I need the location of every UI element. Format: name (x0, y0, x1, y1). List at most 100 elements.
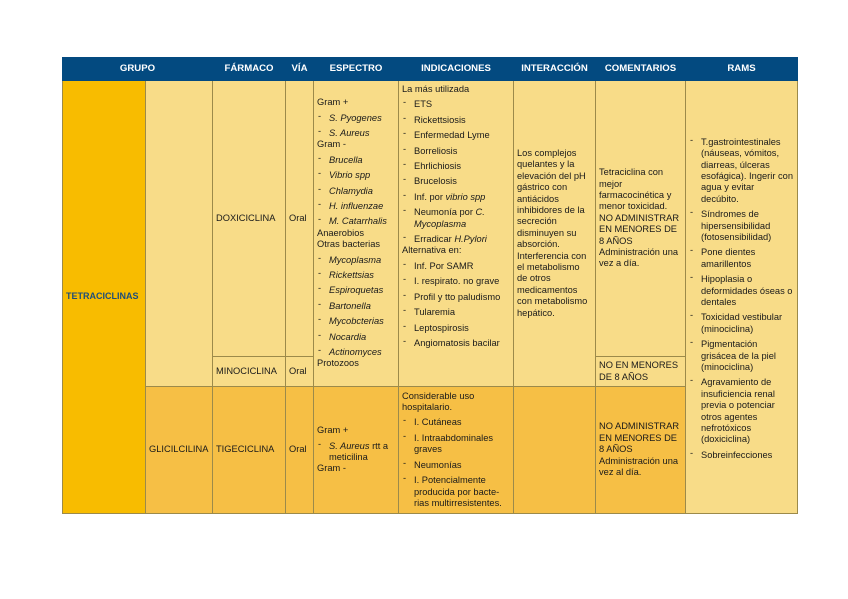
header-comentarios: COMENTARIOS (595, 57, 686, 81)
list-item: Brucelosis (402, 174, 510, 187)
italic-term: S. Pyogenes (329, 112, 382, 123)
comment-line: Administración una vez al día. (599, 455, 679, 478)
list-item: S. Aureus rtt a meticilina (317, 439, 395, 464)
cell-text-line: Protozoos (317, 358, 359, 369)
item-text: I. Potencialmente producida por bacte-ri… (414, 475, 502, 508)
item-text: T.gastrointestinales (náuseas, vómitos, … (701, 136, 793, 204)
cell-text-line: Gram + (317, 425, 349, 436)
item-text: Sobreinfecciones (701, 449, 773, 460)
item-text: I. Cutáneas (414, 417, 462, 428)
list-item: Síndromes de hipersensibilidad (fotosens… (689, 207, 794, 243)
header-indicaciones: INDICACIONES (398, 57, 514, 81)
item-text: Neumonía por (414, 207, 476, 218)
list-item: Bartonella (317, 299, 395, 312)
list-item: Inf. por vibrio spp (402, 190, 510, 203)
list-item: S. Pyogenes (317, 110, 395, 124)
farmaco-cell: DOXICICLINA (212, 80, 286, 357)
italic-term: Brucella (329, 154, 363, 165)
cell-text-line: Otras bacterias (317, 239, 381, 250)
list-item: Leptospirosis (402, 320, 510, 334)
italic-term: C. Mycoplasma (414, 207, 485, 229)
rams-cell: T.gastrointestinales (náuseas, vómitos, … (685, 80, 798, 514)
via-cell: Oral (285, 356, 314, 387)
cell-text-line: La más utilizada (402, 84, 470, 94)
list-item: I. Intraabdominales graves (402, 431, 510, 456)
bullet-list: Mycoplasma Rickettsias Espiroquetas Bartone… (317, 253, 395, 359)
bullet-list: S. Aureus rtt a meticilina (317, 439, 395, 464)
item-text: Rickettsiosis (414, 114, 466, 125)
item-text: Síndromes de hipersensibilidad (fotosens… (701, 209, 772, 242)
italic-term: H.Pylori (454, 234, 487, 245)
bullet-list: Brucella Vibrio spp Chlamydia H. influenzae… (317, 153, 395, 228)
list-item: Nocardia (317, 330, 395, 343)
cell-text-line: Anaerobios (317, 227, 365, 238)
cell-text-line: Alternativa en: (402, 245, 462, 256)
item-text: Borreliosis (414, 145, 458, 156)
italic-term: Espiroquetas (329, 285, 384, 296)
item-text: Erradicar (414, 234, 455, 245)
cell-text-line: Gram - (317, 139, 346, 150)
header-via: VÍA (285, 57, 314, 81)
via-cell: Oral (285, 80, 314, 357)
list-item: Tularemia (402, 305, 510, 318)
interaccion-cell-empty (513, 386, 596, 514)
item-text: Pigmentación grisácea de la piel (minoci… (701, 339, 776, 373)
list-item: Neumonía por C. Mycoplasma (402, 205, 510, 230)
list-item: Toxicidad vestibular (minociclina) (689, 310, 794, 335)
comentarios-cell: NO EN MENORES DE 8 AÑOS (595, 356, 686, 387)
list-item: Ehrlichiosis (402, 159, 510, 172)
list-item: Hipoplasia o deformidades óseas o dental… (689, 272, 794, 308)
bullet-list: ETS Rickettsiosis Enfermedad Lyme Borrelios… (402, 97, 510, 245)
list-item: Profil y tto paludismo (402, 290, 510, 303)
list-item: Inf. Por SAMR (402, 259, 510, 272)
table-row-minociclina: MINOCICLINA Oral NO EN MENORES DE 8 AÑOS (63, 356, 798, 387)
header-rams: RAMS (685, 57, 798, 81)
italic-term: H. influenzae (329, 200, 384, 211)
item-text: Tularemia (414, 307, 455, 318)
list-item: Neumonías (402, 458, 510, 471)
list-item: H. influenzae (317, 199, 395, 212)
item-text: Ehrlichiosis (414, 161, 462, 172)
italic-term: S. Aureus (329, 127, 370, 138)
cell-text-line: Gram - (317, 463, 346, 474)
subgroup-cell-empty (145, 80, 213, 387)
antibiotics-table: GRUPO FÁRMACO VÍA ESPECTRO INDICACIONES … (62, 57, 798, 514)
via-cell: Oral (285, 386, 314, 514)
cell-text-line: Gram + (317, 97, 349, 108)
item-text: I. Intraabdominales graves (414, 432, 494, 455)
italic-term: Chlamydia (329, 185, 373, 196)
header-farmaco: FÁRMACO (212, 57, 286, 81)
italic-term: Vibrio spp (329, 170, 371, 181)
list-item: Vibrio spp (317, 168, 395, 181)
list-item: I. Potencialmente producida por bacte-ri… (402, 473, 510, 509)
list-item: Pone dientes amarillentos (689, 245, 794, 270)
list-item: Enfermedad Lyme (402, 128, 510, 141)
item-text: Leptospirosis (414, 322, 469, 333)
item-text: Neumonías (414, 459, 462, 470)
list-item: S. Aureus (317, 126, 395, 139)
list-item: Pigmentación grisácea de la piel (minoci… (689, 337, 794, 373)
list-item: Espiroquetas (317, 283, 395, 296)
comentarios-cell: NO ADMINISTRAR EN MENORES DE 8 AÑOS Admin… (595, 386, 686, 514)
list-item: I. respirato. no grave (402, 274, 510, 287)
list-item: Actinomyces (317, 345, 395, 358)
item-text: Toxicidad vestibular (minociclina) (701, 312, 783, 334)
list-item: ETS (402, 97, 510, 110)
italic-term: Nocardia (329, 331, 367, 342)
item-text: Hipoplasia o deformidades óseas o dental… (701, 274, 793, 307)
item-text: ETS (414, 99, 433, 110)
italic-term: Bartonella (329, 300, 371, 311)
bullet-list: I. Cutáneas I. Intraabdominales graves Neu… (402, 415, 510, 509)
comment-line: NO EN MENORES DE 8 AÑOS (599, 360, 679, 382)
item-text: Inf. por (414, 191, 446, 202)
header-espectro: ESPECTRO (313, 57, 399, 81)
italic-term: Actinomyces (329, 347, 382, 358)
bullet-list: T.gastrointestinales (náuseas, vómitos, … (689, 135, 794, 462)
cell-text-line: Considerable uso hospitalario. (402, 390, 475, 413)
list-item: I. Cutáneas (402, 415, 510, 428)
header-row: GRUPO FÁRMACO VÍA ESPECTRO INDICACIONES … (62, 57, 798, 81)
italic-term: Mycobcterias (329, 316, 384, 327)
indicaciones-cell: Considerable uso hospitalario.I. Cutánea… (398, 386, 514, 514)
header-interaccion: INTERACCIÓN (513, 57, 596, 81)
